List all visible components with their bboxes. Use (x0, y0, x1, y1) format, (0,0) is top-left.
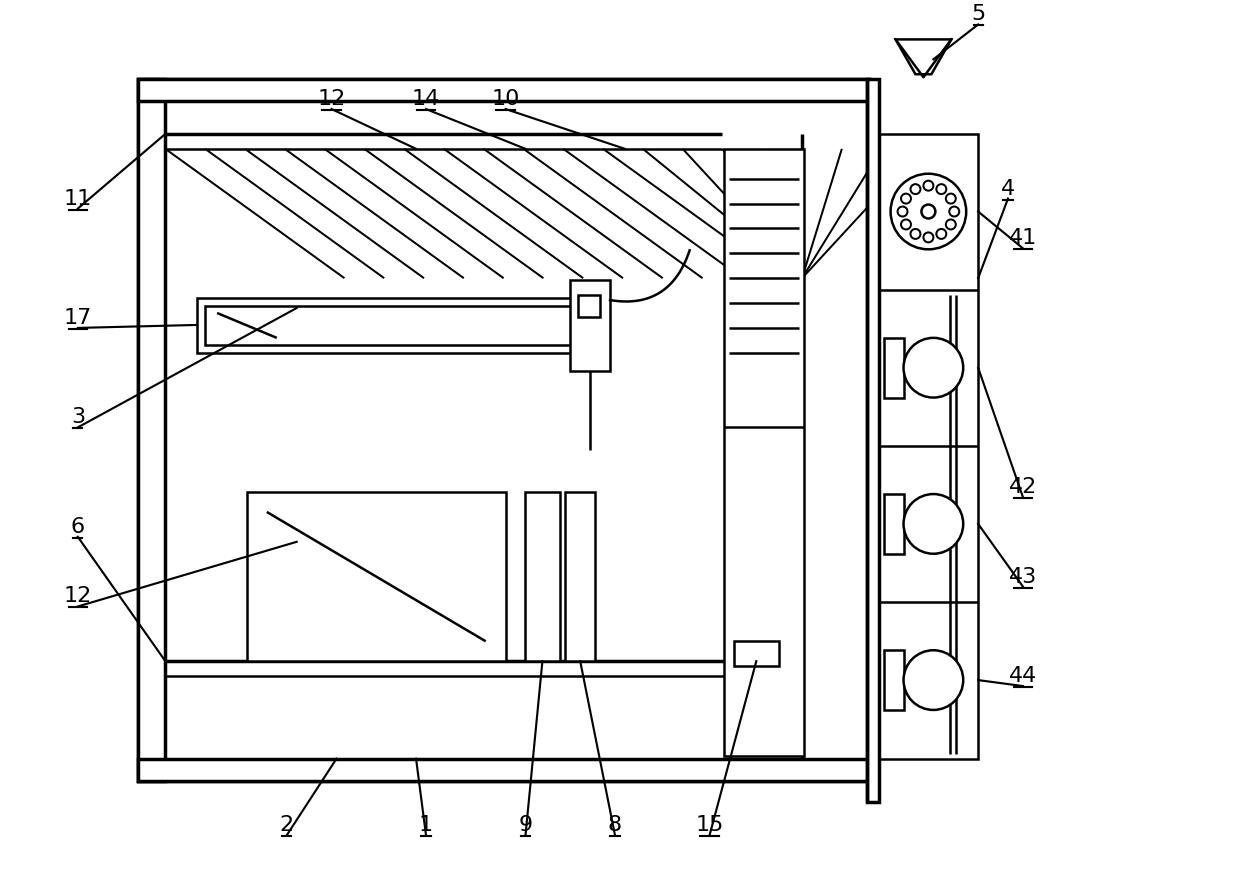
Bar (734, 642, 779, 666)
Text: 11: 11 (63, 189, 92, 208)
Circle shape (898, 206, 908, 216)
Text: 6: 6 (71, 517, 84, 537)
Circle shape (950, 206, 960, 216)
Text: 12: 12 (63, 587, 92, 606)
Circle shape (924, 232, 934, 242)
Text: 17: 17 (63, 308, 92, 328)
Circle shape (901, 194, 911, 204)
Circle shape (901, 220, 911, 230)
Text: 44: 44 (1009, 666, 1037, 686)
Bar (205, 306, 578, 344)
Bar (578, 295, 600, 317)
Bar (884, 651, 904, 710)
Bar (138, 79, 165, 781)
Text: 15: 15 (696, 815, 724, 836)
Bar (884, 494, 904, 554)
Circle shape (936, 229, 946, 239)
Bar (526, 492, 560, 661)
Circle shape (904, 338, 963, 398)
Bar (247, 492, 506, 661)
Text: 4: 4 (1001, 179, 1016, 198)
Circle shape (936, 184, 946, 194)
Text: 3: 3 (71, 408, 84, 427)
Circle shape (904, 651, 963, 710)
Polygon shape (895, 39, 951, 74)
Bar (565, 492, 595, 661)
Circle shape (946, 194, 956, 204)
Bar (570, 280, 610, 371)
Bar (138, 79, 869, 781)
Bar (879, 134, 978, 758)
Bar (197, 298, 585, 352)
Bar (138, 79, 869, 101)
Text: 10: 10 (491, 89, 520, 109)
Text: 5: 5 (971, 4, 986, 25)
Circle shape (910, 229, 920, 239)
Circle shape (921, 205, 935, 218)
Circle shape (910, 184, 920, 194)
Bar (724, 149, 804, 756)
Text: 2: 2 (280, 815, 294, 836)
Text: 1: 1 (419, 815, 433, 836)
Text: 12: 12 (317, 89, 346, 109)
Circle shape (924, 181, 934, 190)
Bar (884, 338, 904, 398)
Text: 43: 43 (1009, 567, 1037, 587)
Circle shape (946, 220, 956, 230)
Text: 8: 8 (608, 815, 622, 836)
Text: 41: 41 (1009, 229, 1037, 248)
Bar (138, 758, 869, 781)
Bar (867, 79, 879, 803)
Text: 14: 14 (412, 89, 440, 109)
Text: 42: 42 (1009, 477, 1037, 497)
Circle shape (890, 174, 966, 249)
Text: 9: 9 (518, 815, 532, 836)
Circle shape (904, 494, 963, 554)
